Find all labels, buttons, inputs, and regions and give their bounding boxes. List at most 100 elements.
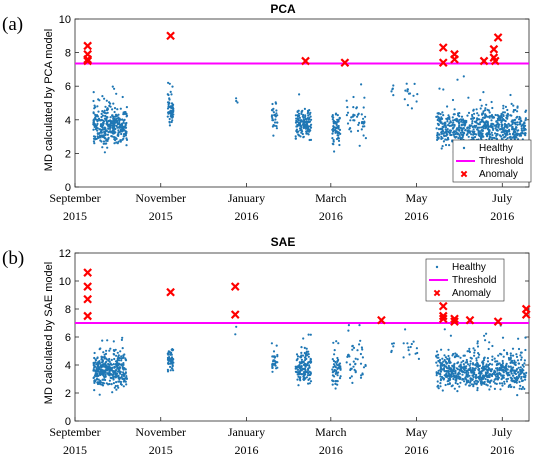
healthy-point	[519, 366, 522, 369]
healthy-point	[477, 372, 480, 375]
healthy-point	[524, 336, 527, 339]
y-tick-label: 10	[59, 276, 71, 288]
healthy-point	[466, 375, 469, 378]
healthy-point	[102, 373, 105, 376]
healthy-point	[121, 118, 124, 121]
healthy-point	[518, 134, 521, 137]
y-tick-label: 4	[65, 115, 71, 127]
healthy-point	[310, 123, 313, 126]
healthy-point	[481, 116, 485, 119]
healthy-point	[308, 364, 311, 367]
healthy-point	[501, 376, 504, 379]
healthy-point	[113, 110, 116, 114]
healthy-point	[309, 111, 312, 114]
legend-healthy-label: Healthy	[452, 262, 486, 273]
healthy-point	[482, 368, 485, 371]
healthy-point	[451, 384, 454, 387]
healthy-point	[272, 350, 276, 353]
healthy-point	[446, 367, 449, 370]
healthy-point	[100, 358, 103, 361]
healthy-point	[485, 125, 488, 128]
healthy-point	[109, 119, 112, 122]
healthy-point	[307, 120, 310, 123]
healthy-point	[473, 124, 476, 127]
healthy-point	[458, 122, 461, 125]
healthy-point	[519, 368, 522, 371]
healthy-point	[110, 358, 113, 361]
healthy-point	[353, 119, 356, 122]
healthy-point	[309, 361, 312, 364]
healthy-point	[520, 356, 523, 359]
healthy-point	[92, 111, 95, 114]
healthy-point	[469, 377, 472, 380]
healthy-point	[110, 383, 113, 386]
healthy-point	[92, 128, 95, 131]
healthy-point	[521, 386, 525, 389]
healthy-point	[275, 109, 278, 112]
healthy-point	[109, 116, 112, 119]
healthy-point	[299, 369, 302, 372]
healthy-point	[361, 348, 364, 351]
healthy-point	[473, 354, 476, 357]
healthy-point	[92, 99, 95, 103]
healthy-point	[362, 366, 366, 369]
healthy-point	[415, 347, 418, 350]
healthy-point	[96, 370, 99, 373]
healthy-point	[476, 389, 479, 392]
healthy-point	[471, 117, 475, 120]
healthy-point	[166, 107, 170, 110]
healthy-point	[409, 345, 412, 349]
healthy-point	[482, 377, 485, 380]
healthy-point	[441, 137, 444, 140]
healthy-point	[301, 367, 304, 370]
healthy-point	[331, 368, 334, 371]
healthy-point	[297, 121, 301, 124]
healthy-point	[125, 121, 128, 125]
healthy-point	[171, 105, 174, 108]
healthy-point	[114, 118, 117, 121]
anomaly-point	[493, 317, 503, 326]
healthy-point	[276, 114, 279, 117]
healthy-point	[486, 357, 489, 360]
healthy-point	[471, 115, 474, 118]
healthy-point	[441, 111, 444, 114]
healthy-point	[474, 363, 477, 366]
healthy-point	[355, 107, 358, 110]
healthy-point	[522, 127, 525, 130]
healthy-point	[168, 97, 171, 100]
healthy-point	[457, 120, 460, 123]
healthy-point	[104, 105, 107, 108]
healthy-point	[412, 94, 415, 97]
healthy-point	[333, 368, 336, 372]
healthy-point	[116, 367, 119, 370]
legend-anomaly-label: Anomaly	[452, 288, 491, 299]
healthy-point	[302, 378, 305, 381]
healthy-point	[111, 391, 114, 394]
healthy-point	[485, 332, 488, 335]
healthy-point	[502, 355, 505, 358]
healthy-point	[436, 356, 439, 359]
healthy-point	[404, 89, 407, 92]
healthy-point	[294, 114, 297, 117]
healthy-point	[331, 137, 334, 140]
healthy-point	[517, 129, 520, 132]
healthy-point	[509, 136, 512, 139]
healthy-point	[452, 121, 455, 124]
healthy-point	[307, 371, 310, 374]
healthy-point	[110, 377, 113, 380]
healthy-point	[125, 130, 128, 133]
healthy-point	[466, 373, 469, 376]
healthy-point	[100, 131, 103, 134]
healthy-point	[455, 128, 458, 131]
healthy-point	[454, 378, 457, 381]
healthy-point	[167, 93, 170, 97]
anomaly-point	[166, 287, 175, 297]
healthy-point	[108, 104, 111, 107]
healthy-point	[452, 370, 455, 373]
healthy-point	[437, 136, 440, 139]
healthy-point	[117, 140, 120, 143]
healthy-point	[496, 372, 499, 375]
healthy-point	[103, 117, 107, 120]
healthy-point	[332, 138, 335, 142]
healthy-point	[356, 129, 360, 132]
